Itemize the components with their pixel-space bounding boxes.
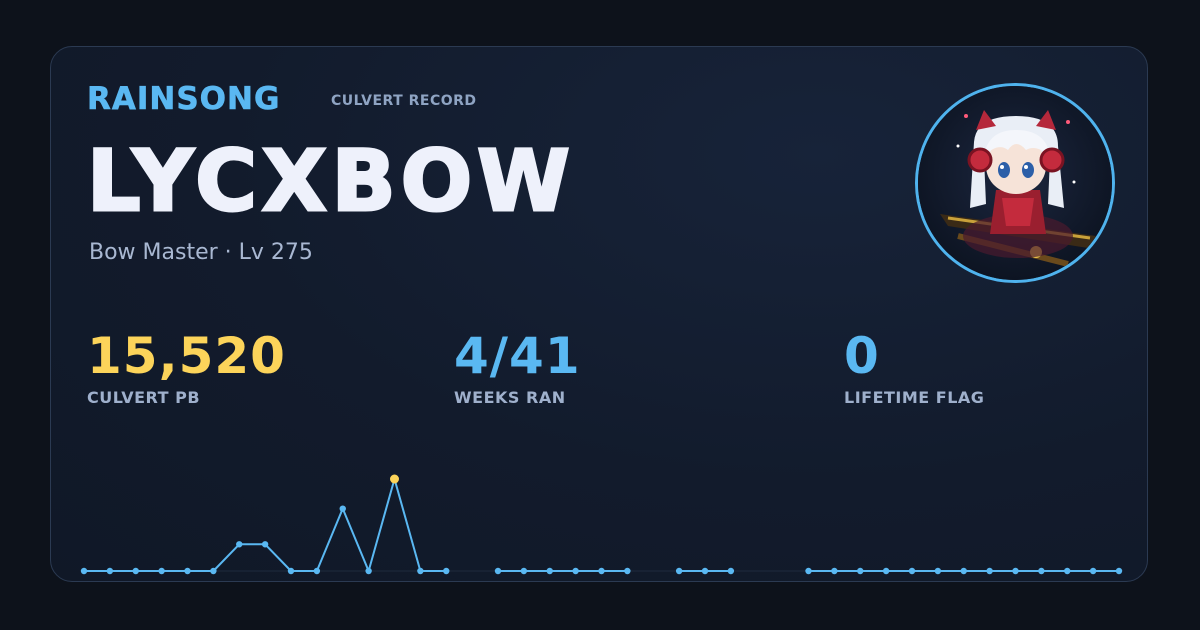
chart-point[interactable] [494, 567, 502, 575]
chart-point[interactable] [184, 567, 191, 575]
chart-point[interactable] [572, 567, 579, 575]
brand-logo[interactable]: RAINSONG [87, 81, 281, 118]
chart-point[interactable] [675, 567, 683, 575]
chart-point[interactable] [80, 567, 88, 575]
chart-point[interactable] [1089, 567, 1097, 575]
chart-point[interactable] [106, 567, 114, 575]
character-avatar [915, 83, 1115, 283]
chart-point[interactable] [417, 567, 424, 575]
chart-point[interactable] [443, 567, 450, 575]
character-name: LYCXBOW [86, 131, 575, 232]
chart-point[interactable] [831, 567, 838, 575]
stat-weeks-ran: 4/41 WEEKS RAN [454, 327, 581, 408]
chart-point[interactable] [908, 567, 916, 575]
page-subtitle: CULVERT RECORD [331, 93, 477, 109]
chart-point[interactable] [1115, 567, 1123, 575]
chart-point[interactable] [132, 567, 139, 575]
character-sprite-icon [918, 86, 1112, 280]
chart-point[interactable] [857, 567, 864, 575]
chart-point[interactable] [365, 567, 372, 575]
chart-point[interactable] [1012, 567, 1019, 575]
weekly-score-chart [80, 474, 1123, 575]
chart-point[interactable] [210, 567, 217, 575]
chart-point[interactable] [624, 567, 631, 575]
stat-label: CULVERT PB [87, 388, 201, 407]
chart-point[interactable] [960, 567, 967, 575]
stat-lifetime-flag: 0 LIFETIME FLAG [844, 327, 985, 408]
stat-value: 15,520 [87, 327, 286, 385]
chart-point-best[interactable] [390, 474, 399, 484]
chart-point[interactable] [261, 541, 269, 548]
chart-point[interactable] [986, 567, 993, 575]
chart-point[interactable] [805, 567, 812, 575]
record-card: RAINSONG CULVERT RECORD LYCXBOW Bow Mast… [50, 46, 1148, 582]
chart-point[interactable] [287, 567, 295, 575]
chart-point[interactable] [520, 567, 528, 575]
stat-culvert-pb: 15,520 CULVERT PB [87, 327, 286, 408]
chart-point[interactable] [236, 541, 243, 548]
chart-series-line [84, 478, 447, 572]
chart-point[interactable] [934, 567, 942, 575]
chart-point[interactable] [1064, 567, 1071, 575]
chart-point[interactable] [882, 567, 890, 575]
class-level: Bow Master · Lv 275 [89, 240, 313, 265]
chart-point[interactable] [727, 567, 735, 575]
chart-point[interactable] [1038, 567, 1045, 575]
chart-point[interactable] [598, 567, 605, 575]
stat-label: LIFETIME FLAG [844, 388, 985, 407]
chart-point[interactable] [701, 567, 709, 575]
stat-label: WEEKS RAN [454, 388, 566, 407]
chart-point[interactable] [546, 567, 553, 575]
stat-value: 4/41 [454, 327, 581, 385]
stat-value: 0 [844, 327, 880, 385]
chart-point[interactable] [313, 567, 321, 575]
chart-point[interactable] [158, 567, 165, 575]
chart-point[interactable] [339, 505, 346, 512]
